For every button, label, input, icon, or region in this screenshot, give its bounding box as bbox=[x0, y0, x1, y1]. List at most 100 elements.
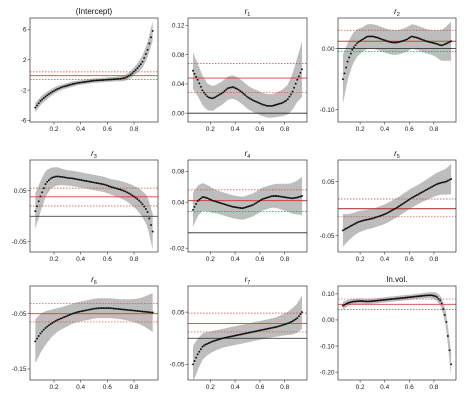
estimate-point bbox=[236, 206, 239, 209]
estimate-point bbox=[127, 309, 130, 312]
estimate-point bbox=[410, 296, 413, 298]
estimate-point bbox=[109, 78, 112, 81]
estimate-point bbox=[110, 78, 113, 81]
estimate-point bbox=[192, 208, 194, 211]
estimate-point bbox=[231, 85, 234, 88]
estimate-point bbox=[415, 194, 418, 197]
estimate-point bbox=[134, 309, 137, 312]
x-tick-label: 0.4 bbox=[231, 126, 240, 133]
estimate-point bbox=[131, 309, 134, 312]
estimate-point bbox=[429, 41, 432, 44]
estimate-point bbox=[396, 206, 399, 209]
panel-frame bbox=[337, 17, 457, 123]
estimate-point bbox=[398, 40, 401, 43]
estimate-point bbox=[388, 210, 391, 213]
estimate-point bbox=[99, 182, 101, 185]
estimate-point bbox=[258, 102, 261, 105]
estimate-point bbox=[225, 203, 228, 206]
estimate-point bbox=[126, 308, 129, 311]
estimate-point bbox=[365, 36, 368, 38]
estimate-point bbox=[204, 196, 207, 199]
estimate-point bbox=[198, 82, 201, 85]
estimate-point bbox=[47, 179, 50, 182]
estimate-point bbox=[253, 330, 256, 333]
estimate-point bbox=[196, 78, 199, 81]
estimate-point bbox=[423, 294, 426, 297]
y-tick-label: 6 bbox=[23, 27, 27, 34]
estimate-point bbox=[49, 177, 52, 180]
estimate-point bbox=[431, 41, 434, 44]
estimate-point bbox=[225, 88, 228, 91]
estimate-point bbox=[210, 199, 213, 202]
estimate-point bbox=[412, 195, 415, 198]
estimate-point bbox=[263, 197, 266, 200]
estimate-point bbox=[83, 309, 86, 312]
estimate-point bbox=[37, 200, 40, 203]
estimate-point bbox=[356, 300, 358, 303]
estimate-point bbox=[283, 196, 286, 199]
estimate-point bbox=[434, 183, 437, 186]
panel-title: r4 bbox=[245, 149, 251, 160]
estimate-point bbox=[264, 328, 267, 331]
estimate-point bbox=[367, 218, 369, 221]
estimate-point bbox=[244, 94, 247, 96]
estimate-point bbox=[272, 195, 275, 197]
estimate-point bbox=[95, 79, 98, 82]
estimate-point bbox=[59, 86, 62, 89]
estimate-point bbox=[58, 175, 61, 178]
estimate-point bbox=[392, 41, 395, 44]
estimate-point bbox=[92, 79, 95, 82]
estimate-point bbox=[214, 200, 217, 203]
estimate-point bbox=[415, 36, 418, 39]
confidence-band bbox=[35, 21, 153, 113]
estimate-point bbox=[450, 363, 453, 366]
estimate-point bbox=[119, 77, 122, 80]
estimate-point bbox=[395, 207, 398, 210]
estimate-point bbox=[92, 181, 95, 184]
estimate-point bbox=[410, 35, 413, 38]
estimate-point bbox=[49, 323, 52, 326]
estimate-point bbox=[250, 98, 253, 101]
estimate-point bbox=[370, 35, 373, 38]
estimate-point bbox=[393, 207, 396, 210]
estimate-point bbox=[102, 183, 105, 186]
estimate-point bbox=[356, 42, 358, 45]
estimate-point bbox=[53, 320, 55, 323]
estimate-point bbox=[269, 327, 272, 330]
estimate-point bbox=[259, 199, 262, 201]
estimate-point bbox=[252, 99, 254, 102]
estimate-point bbox=[129, 73, 132, 76]
estimate-point bbox=[388, 298, 391, 301]
x-tick-label: 0.2 bbox=[206, 126, 215, 133]
estimate-point bbox=[283, 323, 286, 326]
estimate-point bbox=[384, 298, 387, 301]
estimate-point bbox=[286, 322, 289, 325]
estimate-point bbox=[54, 175, 57, 178]
estimate-point bbox=[256, 200, 259, 203]
estimate-point bbox=[239, 90, 242, 93]
estimate-point bbox=[423, 189, 426, 192]
estimate-point bbox=[196, 353, 199, 356]
panel-title-subscript: 7 bbox=[247, 280, 250, 286]
estimate-point bbox=[354, 300, 357, 303]
panel-frame bbox=[29, 285, 159, 381]
estimate-point bbox=[398, 297, 401, 300]
estimate-point bbox=[290, 197, 292, 200]
estimate-point bbox=[247, 331, 250, 334]
estimate-point bbox=[206, 342, 209, 345]
estimate-point bbox=[225, 336, 228, 339]
estimate-point bbox=[146, 48, 149, 51]
estimate-point bbox=[259, 329, 262, 332]
estimate-point bbox=[418, 37, 421, 40]
estimate-point bbox=[357, 220, 360, 223]
estimate-point bbox=[392, 208, 395, 211]
estimate-point bbox=[124, 308, 127, 311]
estimate-point bbox=[385, 212, 388, 215]
estimate-point bbox=[218, 93, 221, 96]
estimate-point bbox=[143, 56, 146, 59]
estimate-point bbox=[134, 196, 137, 199]
estimate-point bbox=[261, 103, 264, 106]
estimate-point bbox=[217, 94, 220, 97]
estimate-point bbox=[373, 216, 376, 219]
